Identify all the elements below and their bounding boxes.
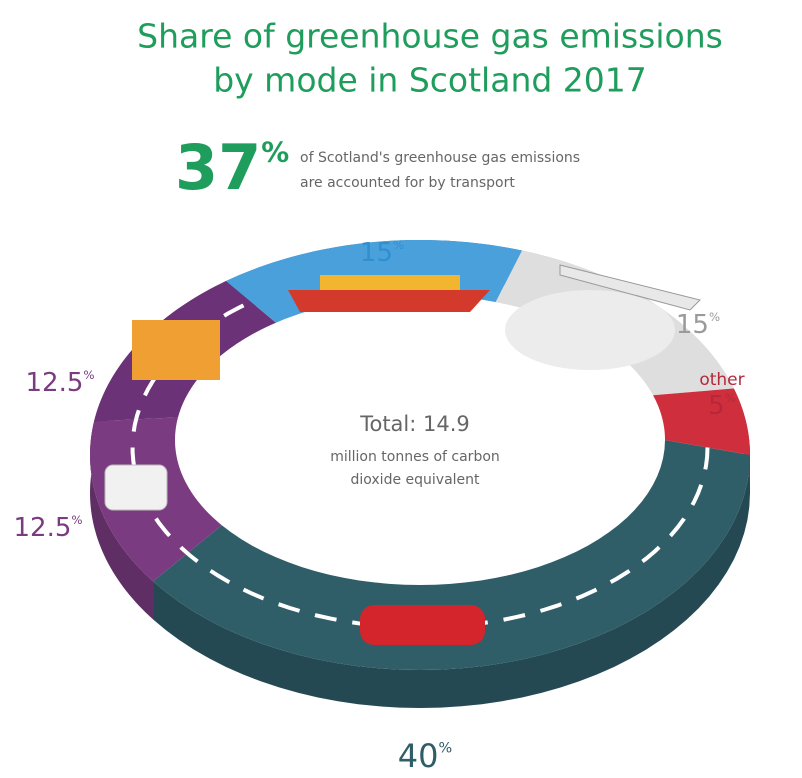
value-label: 5%	[708, 391, 736, 421]
title-line: Share of greenhouse gas emissions	[137, 17, 723, 56]
cloud	[505, 290, 675, 370]
value-label: 40%	[398, 737, 452, 775]
road-marking	[130, 300, 710, 630]
value-label: 15%	[676, 310, 720, 340]
ring-segment	[653, 388, 750, 455]
highlight-value: 37%	[175, 131, 289, 204]
center-text: dioxide equivalent	[350, 472, 480, 488]
ring	[90, 240, 750, 708]
highlight-text: of Scotland's greenhouse gas emissions	[300, 150, 580, 166]
highlight-text: are accounted for by transport	[300, 175, 515, 191]
plane	[559, 264, 701, 311]
value-label: 15%	[360, 238, 404, 268]
ship-cargo	[320, 275, 460, 290]
ring-side	[90, 421, 154, 620]
value-label: 12.5%	[26, 368, 95, 398]
car	[360, 605, 485, 645]
category-label: other	[699, 370, 744, 390]
title-line: by mode in Scotland 2017	[213, 61, 647, 100]
ship	[288, 290, 490, 312]
truck	[132, 320, 220, 380]
van	[104, 464, 168, 511]
ring-segment	[153, 440, 750, 670]
center-text: million tonnes of carbon	[330, 449, 500, 465]
center-total: Total: 14.9	[359, 412, 470, 436]
ring-side	[153, 455, 750, 708]
value-label: 12.5%	[14, 513, 83, 543]
